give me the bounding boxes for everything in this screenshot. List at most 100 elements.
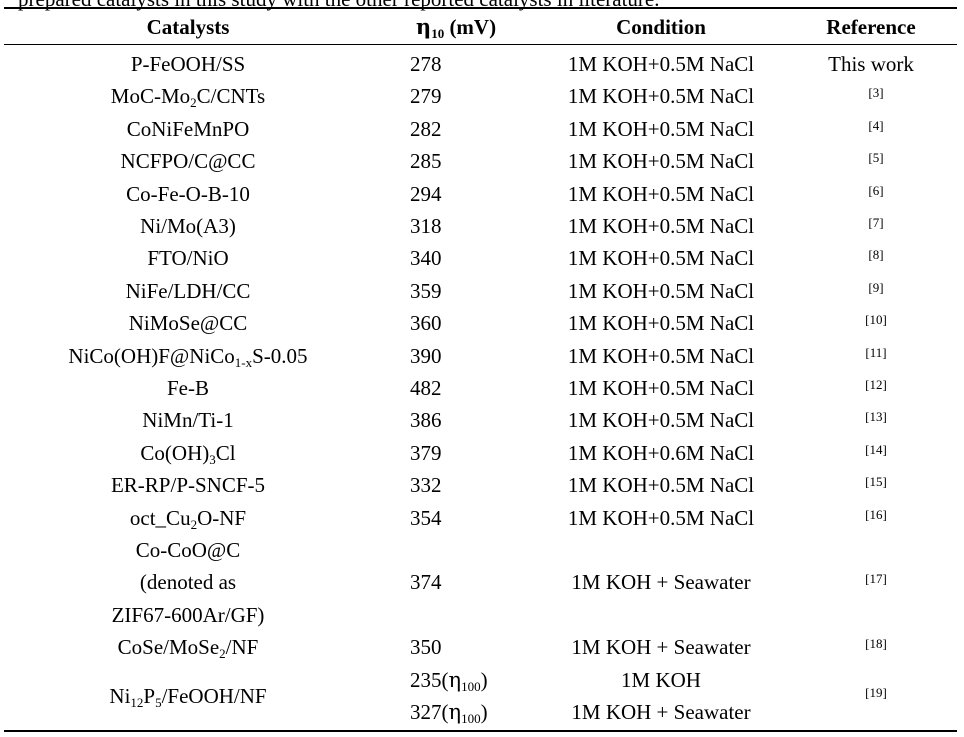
- formula-subscript: 2: [190, 517, 198, 532]
- condition-cell: 1M KOH + Seawater: [571, 635, 751, 659]
- formula-text: Co(OH): [140, 441, 210, 465]
- reference-cell: [8]: [868, 247, 884, 262]
- overpotential-cell: 350: [410, 635, 442, 659]
- catalyst-cell: Ni12P5/FeOOH/NF: [109, 680, 266, 712]
- top-rule: [4, 7, 957, 9]
- catalyst-cell-line: (denoted as: [139, 570, 237, 595]
- condition-cell: 1M KOH+0.6M NaCl: [567, 441, 755, 465]
- catalyst-cell: CoNiFeMnPO: [126, 117, 250, 141]
- formula-text: CoSe/MoSe: [117, 635, 220, 659]
- condition-cell: 1M KOH+0.5M NaCl: [567, 279, 755, 303]
- header-condition: Condition: [616, 15, 706, 39]
- condition-cell: 1M KOH+0.5M NaCl: [567, 84, 755, 108]
- formula-subscript: 12: [130, 695, 144, 711]
- condition-cell: 1M KOH+0.5M NaCl: [567, 311, 755, 335]
- formula-text: O-NF: [197, 506, 247, 530]
- header-eta-unit: (mV): [444, 15, 497, 39]
- reference-cell: [16]: [865, 507, 887, 522]
- reference-cell: [11]: [865, 345, 887, 360]
- condition-cell: 1M KOH+0.5M NaCl: [567, 246, 755, 270]
- catalyst-cell-line: ZIF67-600Ar/GF): [111, 602, 265, 627]
- formula-text: /NF: [225, 635, 259, 659]
- condition-cell: 1M KOH+0.5M NaCl: [567, 376, 755, 400]
- catalyst-cell: ER-RP/P-SNCF-5: [110, 473, 266, 497]
- overpotential-cell: 359: [410, 279, 442, 303]
- condition-cell: 1M KOH+0.5M NaCl: [567, 506, 755, 530]
- catalyst-cell: FTO/NiO: [147, 246, 229, 270]
- catalyst-cell: P-FeOOH/SS: [130, 52, 246, 76]
- overpotential-cell: 294: [410, 182, 442, 206]
- header-catalysts: Catalysts: [146, 15, 230, 39]
- condition-cell-line: 1M KOH: [621, 668, 701, 692]
- reference-cell: [12]: [865, 377, 887, 392]
- overpotential-cell: 354: [410, 506, 442, 530]
- close-paren: ): [480, 668, 488, 692]
- overpotential-cell: 285: [410, 149, 442, 173]
- catalyst-cell: NiCo(OH)F@NiCo1-xS-0.05: [68, 340, 307, 372]
- overpotential-cell-line: 327(η100): [410, 696, 488, 728]
- overpotential-cell: 340: [410, 246, 442, 270]
- table-caption: prepared catalysts in this study with th…: [18, 0, 659, 10]
- header-eta-subscript: 10: [431, 26, 445, 41]
- reference-cell: [18]: [865, 636, 887, 651]
- header-reference: Reference: [826, 15, 916, 39]
- reference-cell: [15]: [865, 474, 887, 489]
- formula-subscript: 2: [190, 95, 197, 110]
- catalyst-cell: Co-Fe-O-B-10: [126, 182, 250, 206]
- formula-text: C/CNTs: [196, 84, 266, 108]
- overpotential-value: 235(: [410, 668, 449, 692]
- reference-cell: [13]: [865, 409, 887, 424]
- overpotential-cell: 360: [410, 311, 442, 335]
- formula-text: MoC-Mo: [110, 84, 191, 108]
- formula-text: P: [143, 684, 156, 709]
- reference-cell: This work: [828, 52, 914, 76]
- header-rule: [4, 44, 957, 45]
- catalyst-cell: Ni/Mo(A3): [140, 214, 236, 238]
- catalyst-cell: Co(OH)3Cl: [140, 437, 235, 469]
- catalyst-cell: MoC-Mo2C/CNTs: [111, 80, 265, 112]
- overpotential-cell: 282: [410, 117, 442, 141]
- overpotential-cell: 390: [410, 344, 442, 368]
- eta-subscript: 100: [461, 679, 481, 694]
- reference-cell: [14]: [865, 442, 887, 457]
- overpotential-cell: 386: [410, 408, 442, 432]
- overpotential-cell: 379: [410, 441, 442, 465]
- reference-cell: [4]: [868, 118, 884, 133]
- bottom-rule: [4, 730, 957, 732]
- overpotential-cell: 332: [410, 473, 442, 497]
- condition-cell: 1M KOH+0.5M NaCl: [567, 117, 755, 141]
- reference-cell: [10]: [865, 312, 887, 327]
- formula-text: Ni: [109, 684, 131, 709]
- overpotential-value: 327(: [410, 700, 449, 725]
- formula-subscript: 3: [209, 452, 216, 467]
- condition-cell: 1M KOH+0.5M NaCl: [567, 149, 755, 173]
- condition-cell: 1M KOH + Seawater: [571, 570, 751, 595]
- eta-subscript: 100: [461, 711, 481, 727]
- reference-cell: [9]: [868, 280, 884, 295]
- header-overpotential: η10 (mV): [416, 11, 496, 43]
- catalyst-cell: NCFPO/C@CC: [120, 149, 256, 173]
- condition-cell-line: 1M KOH + Seawater: [571, 700, 751, 725]
- reference-cell: [6]: [868, 183, 884, 198]
- reference-cell: [19]: [865, 685, 887, 701]
- catalyst-cell: NiMn/Ti-1: [142, 408, 234, 432]
- condition-cell: 1M KOH+0.5M NaCl: [567, 214, 755, 238]
- formula-text: oct_Cu: [129, 506, 191, 530]
- catalyst-cell: NiMoSe@CC: [128, 311, 248, 335]
- catalyst-cell: oct_Cu2O-NF: [130, 502, 246, 534]
- formula-subscript: 5: [155, 695, 162, 711]
- catalyst-cell: CoSe/MoSe2/NF: [118, 631, 259, 663]
- formula-text: S-0.05: [252, 344, 308, 368]
- condition-cell: 1M KOH+0.5M NaCl: [567, 52, 755, 76]
- catalyst-cell: Fe-B: [167, 376, 209, 400]
- catalyst-cell: NiFe/LDH/CC: [125, 279, 251, 303]
- eta-symbol: η: [448, 700, 462, 725]
- overpotential-cell: 278: [410, 52, 442, 76]
- condition-cell: 1M KOH+0.5M NaCl: [567, 182, 755, 206]
- formula-text: NiCo(OH)F@NiCo: [68, 344, 235, 368]
- eta-symbol: η: [448, 668, 462, 692]
- condition-cell: 1M KOH+0.5M NaCl: [567, 344, 755, 368]
- reference-cell: [5]: [868, 150, 884, 165]
- catalyst-cell-line: Co-CoO@C: [135, 538, 241, 562]
- formula-subscript: 1-x: [234, 355, 253, 370]
